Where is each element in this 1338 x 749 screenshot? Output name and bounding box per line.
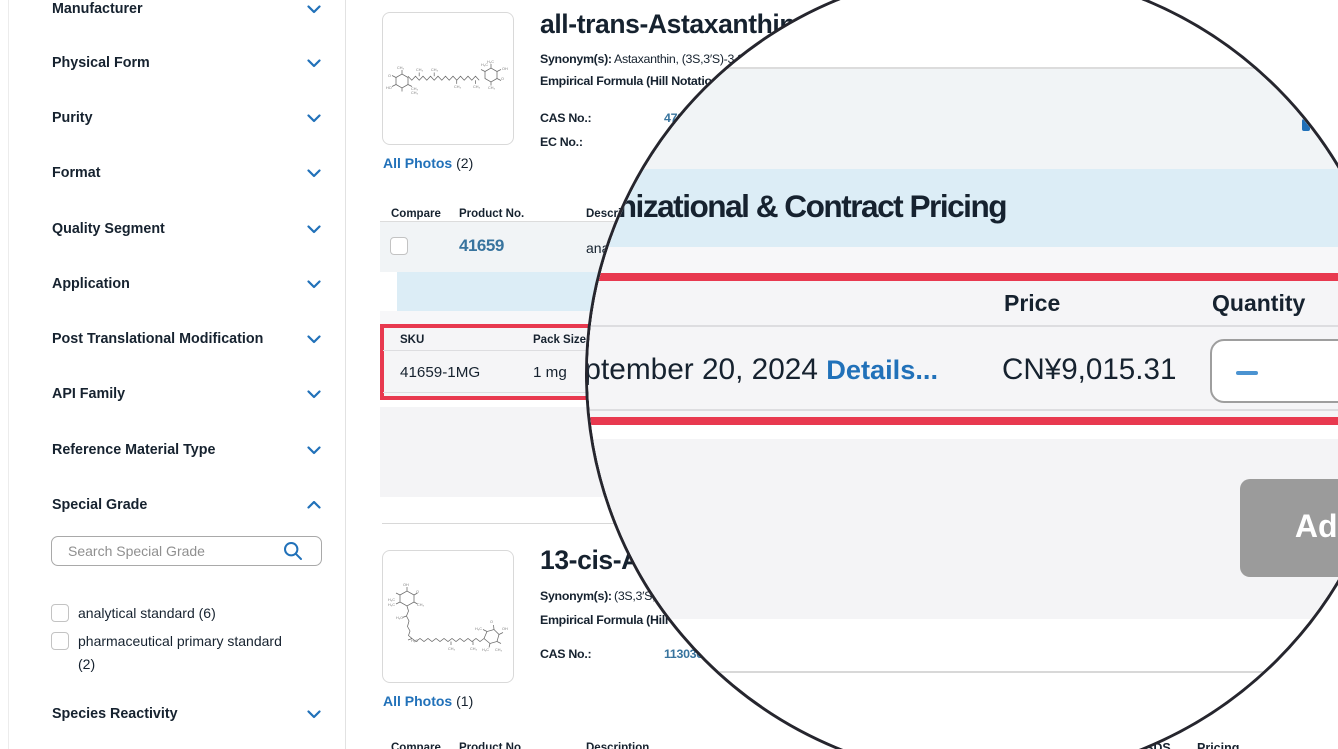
svg-text:CH₃: CH₃ [448, 647, 455, 651]
svg-text:H₃C: H₃C [388, 598, 395, 602]
svg-text:CH₃: CH₃ [488, 86, 495, 90]
svg-text:CH₃: CH₃ [397, 66, 404, 70]
svg-text:CH₃: CH₃ [411, 91, 418, 95]
svg-text:OH: OH [403, 583, 409, 587]
svg-text:O: O [490, 620, 493, 624]
svg-text:O: O [501, 77, 504, 81]
svg-text:CH₃: CH₃ [473, 85, 480, 89]
svg-text:O: O [416, 590, 419, 594]
svg-text:CH₃: CH₃ [495, 648, 502, 652]
svg-text:H₃C: H₃C [388, 603, 395, 607]
svg-text:H₃C: H₃C [396, 616, 403, 620]
svg-text:CH₃: CH₃ [417, 603, 424, 607]
svg-text:O: O [388, 74, 391, 78]
svg-text:CH₃: CH₃ [416, 68, 423, 72]
svg-text:H₃C: H₃C [411, 639, 418, 643]
svg-text:OH: OH [502, 67, 508, 71]
svg-text:CH₃: CH₃ [470, 647, 477, 651]
svg-text:H₃C: H₃C [475, 627, 482, 631]
svg-text:HO: HO [386, 86, 392, 90]
svg-text:CH₃: CH₃ [454, 85, 461, 89]
svg-text:CH₃: CH₃ [411, 87, 418, 91]
svg-text:H₃C: H₃C [482, 648, 489, 652]
svg-text:H₃C: H₃C [481, 63, 488, 67]
svg-text:CH₃: CH₃ [431, 68, 438, 72]
svg-text:OH: OH [502, 627, 508, 631]
svg-text:H₃C: H₃C [487, 60, 494, 64]
